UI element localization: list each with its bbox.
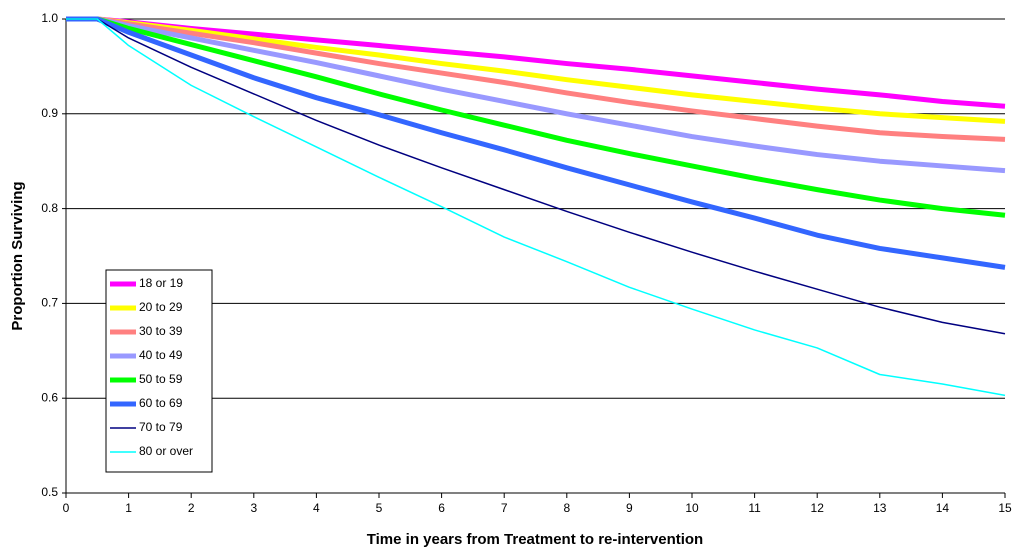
legend-label: 40 to 49 (139, 348, 183, 362)
legend-box (105, 269, 213, 473)
x-axis-title: Time in years from Treatment to re-inter… (367, 531, 703, 548)
y-tick-label: 0.8 (41, 201, 58, 215)
legend-label: 18 or 19 (139, 276, 183, 290)
y-tick-label: 0.5 (41, 485, 58, 499)
x-tick-label: 1 (125, 501, 132, 515)
legend-label: 50 to 59 (139, 372, 183, 386)
x-tick-label: 15 (998, 501, 1012, 515)
x-tick-label: 7 (501, 501, 508, 515)
x-tick-label: 2 (188, 501, 195, 515)
x-tick-label: 4 (313, 501, 320, 515)
x-tick-label: 14 (936, 501, 950, 515)
series-line (66, 16, 1006, 174)
x-tick-label: 8 (563, 501, 570, 515)
x-tick-label: 12 (811, 501, 825, 515)
x-tick-label: 0 (63, 501, 70, 515)
y-axis-title: Proportion Surviving (9, 181, 26, 330)
series-line (66, 18, 1006, 335)
series-line (66, 16, 1006, 142)
series-line (66, 18, 1006, 397)
legend-label: 20 to 29 (139, 300, 183, 314)
legend-label: 80 or over (139, 444, 193, 458)
legend-label: 30 to 39 (139, 324, 183, 338)
x-tick-label: 6 (438, 501, 445, 515)
series-line (66, 16, 1006, 218)
series-line (66, 16, 1006, 270)
x-tick-label: 5 (376, 501, 383, 515)
y-tick-label: 1.0 (41, 11, 58, 25)
legend-label: 70 to 79 (139, 420, 183, 434)
x-tick-label: 10 (685, 501, 699, 515)
y-tick-label: 0.6 (41, 390, 58, 404)
x-tick-label: 9 (626, 501, 633, 515)
y-tick-label: 0.9 (41, 106, 58, 120)
x-tick-label: 3 (250, 501, 257, 515)
legend-label: 60 to 69 (139, 396, 183, 410)
x-tick-label: 13 (873, 501, 887, 515)
y-tick-label: 0.7 (41, 296, 58, 310)
x-tick-label: 11 (748, 501, 761, 515)
